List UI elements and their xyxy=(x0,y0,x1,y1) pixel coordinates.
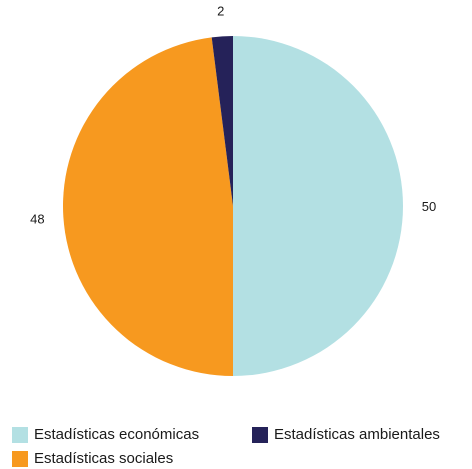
legend-label-ambientales: Estadísticas ambientales xyxy=(274,426,440,443)
data-label-sociales: 48 xyxy=(30,211,44,226)
data-label-economicas: 50 xyxy=(422,199,436,214)
legend-item-economicas: Estadísticas económicas xyxy=(12,426,199,443)
legend-swatch-ambientales xyxy=(252,426,268,443)
pie-chart: 50 48 2 xyxy=(30,3,436,376)
legend-swatch-economicas xyxy=(12,426,28,443)
legend-label-economicas: Estadísticas económicas xyxy=(34,426,200,443)
data-labels: 50 48 2 xyxy=(30,3,436,226)
pie-slices xyxy=(62,36,403,376)
legend-item-ambientales: Estadísticas ambientales xyxy=(252,426,440,443)
legend-label-sociales: Estadísticas sociales xyxy=(34,450,174,467)
pie-slice-economicas xyxy=(233,36,403,376)
legend-item-sociales: Estadísticas sociales xyxy=(12,450,173,467)
legend-swatch-sociales xyxy=(12,450,28,467)
pie-slice-sociales xyxy=(62,37,233,376)
pie-slice-ambientales xyxy=(211,36,233,206)
data-label-ambientales: 2 xyxy=(217,3,224,18)
